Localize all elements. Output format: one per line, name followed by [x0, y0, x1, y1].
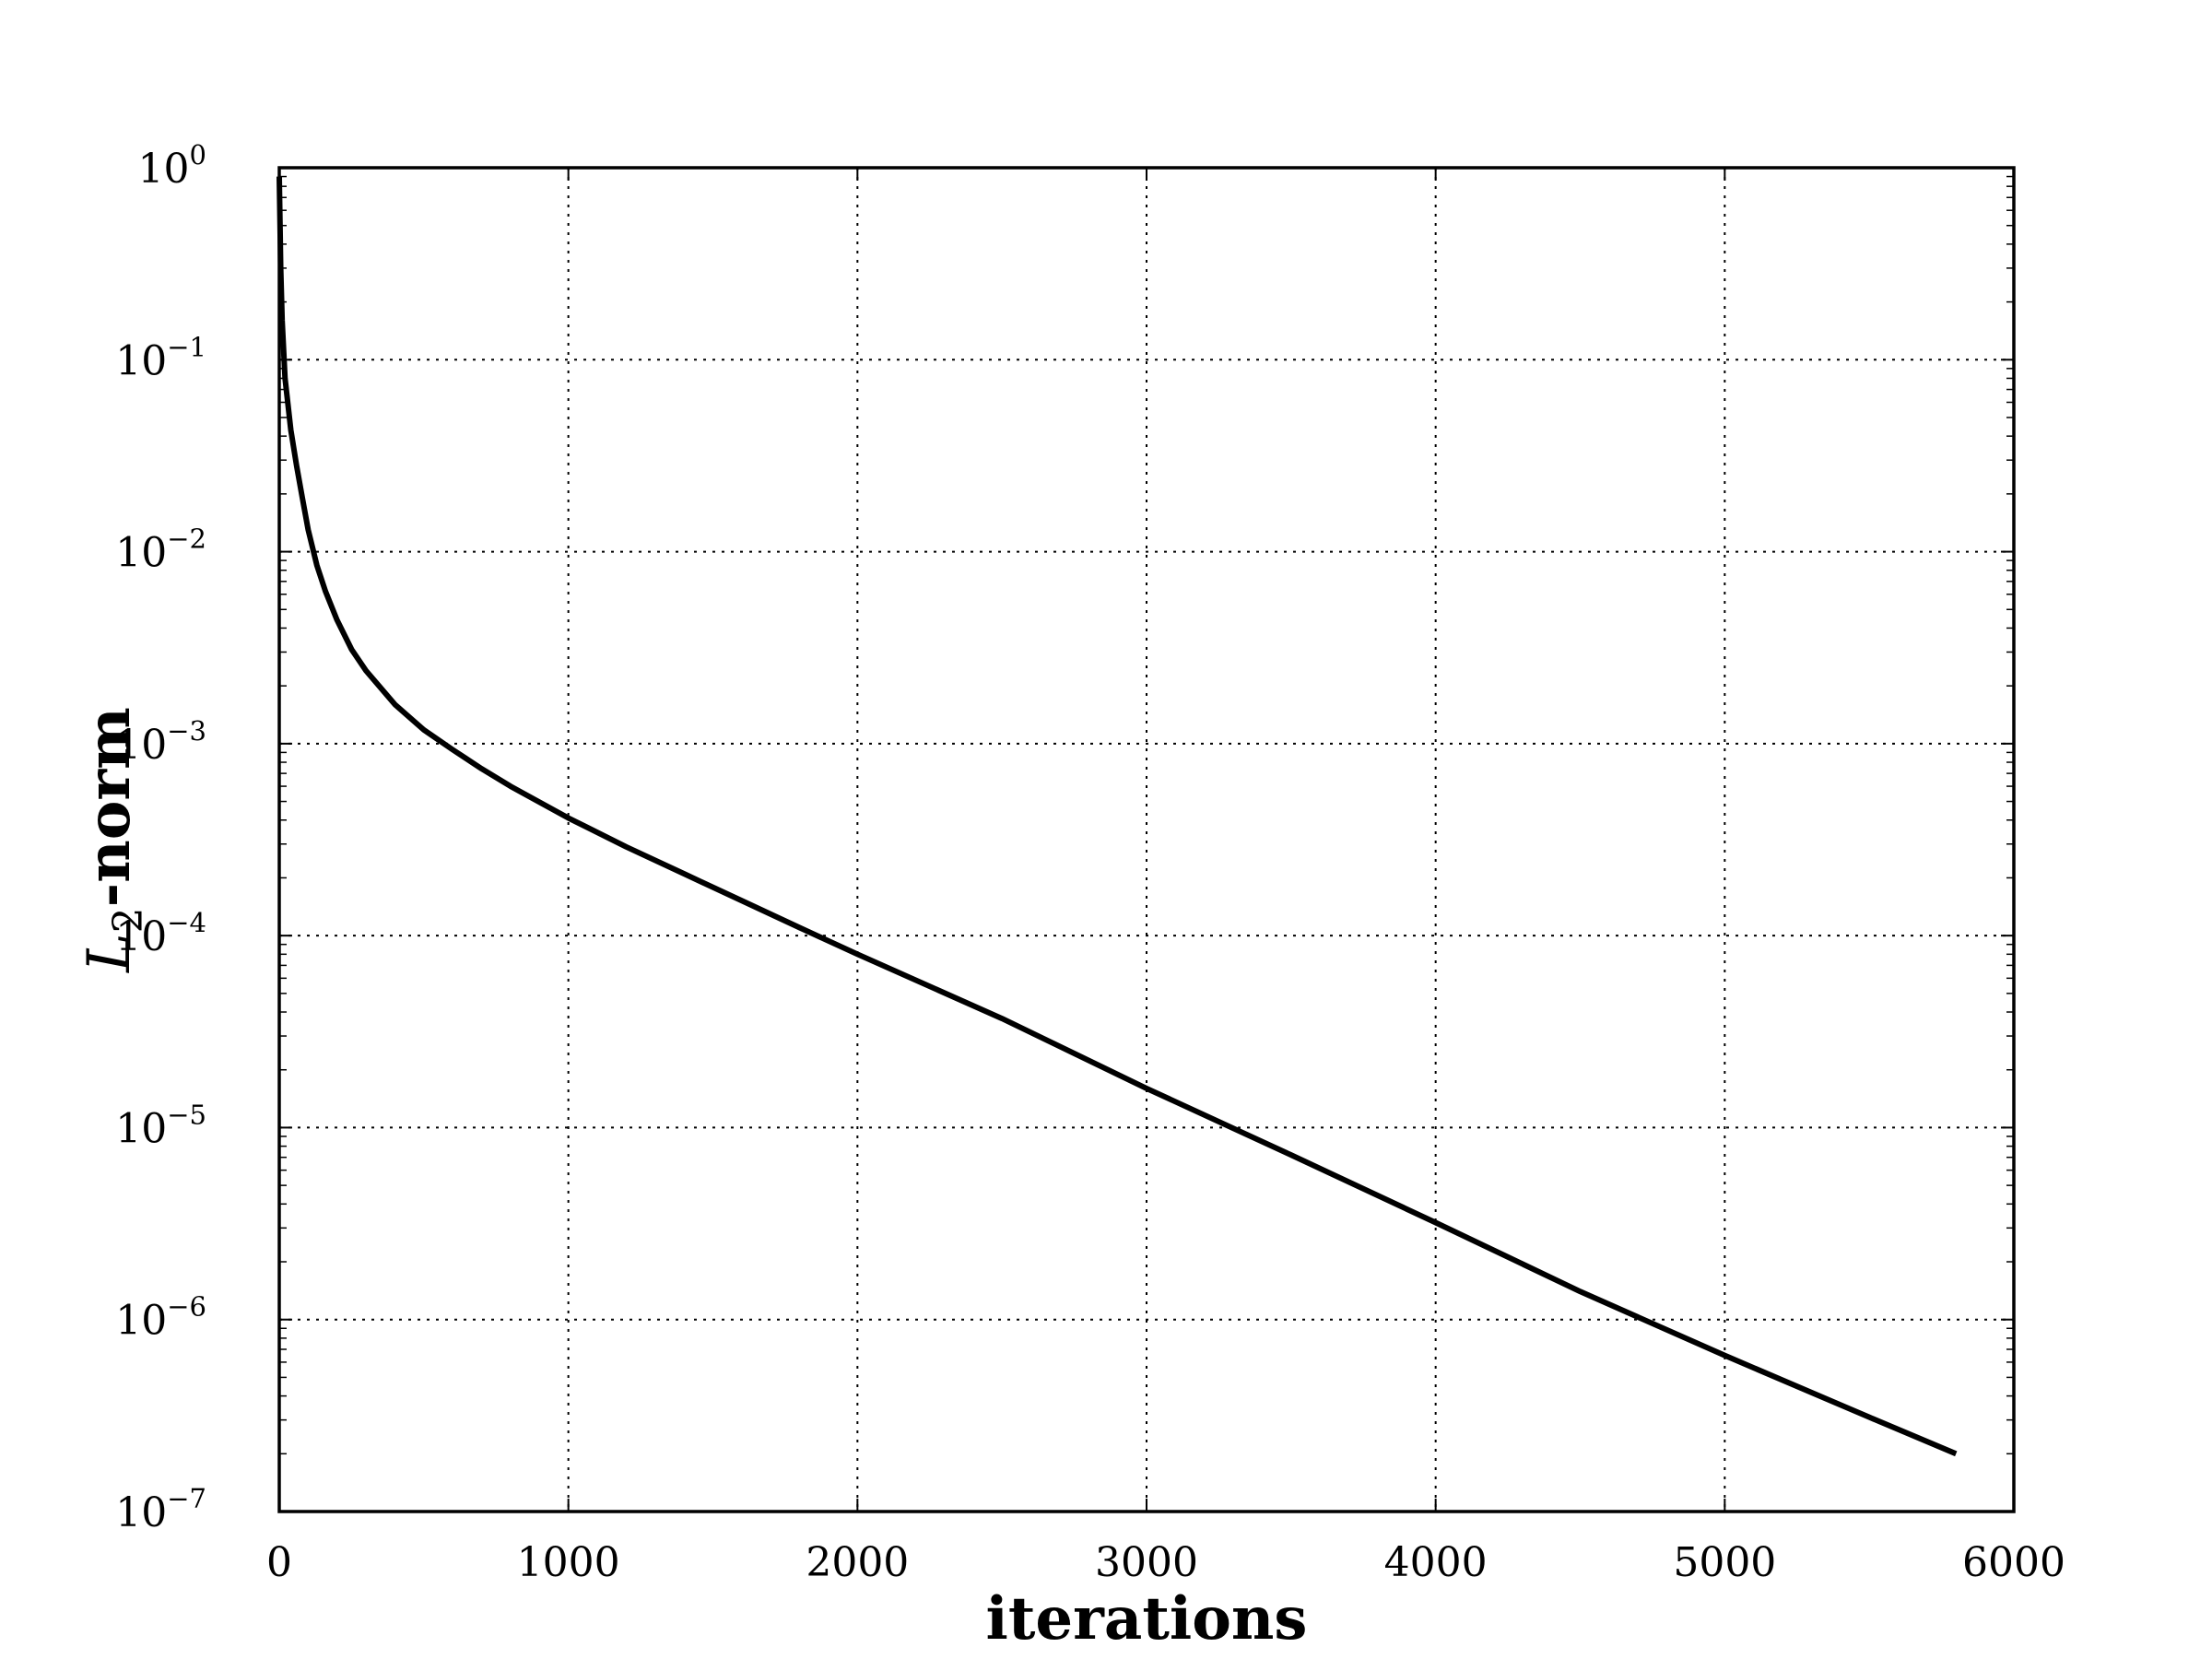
- x-tick-label: 2000: [806, 1539, 909, 1586]
- y-axis-label: L2-norm: [75, 707, 152, 973]
- y-tick-label: 10−5: [115, 1099, 206, 1152]
- y-tick-label: 100: [138, 139, 206, 193]
- y-tick-label: 10−6: [115, 1291, 206, 1345]
- y-tick-label: 10−7: [115, 1483, 206, 1536]
- series-line: [276, 176, 1958, 1457]
- plot-frame: [277, 166, 2016, 1513]
- x-tick-label: 0: [266, 1539, 292, 1586]
- x-tick-label: 6000: [1962, 1539, 2065, 1586]
- x-tick-label: 4000: [1384, 1539, 1488, 1586]
- x-tick-labels: 0 1000 2000 3000 4000 5000 6000: [266, 1539, 2065, 1586]
- y-tick-label: 10−4: [115, 907, 206, 960]
- x-tick-label: 5000: [1673, 1539, 1776, 1586]
- x-axis-label: iterations: [986, 1584, 1308, 1653]
- y-tick-label: 10−3: [115, 715, 206, 769]
- y-tick-labels: 100 10−1 10−2 10−3 10−4 10−5 10−6 10−7: [115, 139, 206, 1536]
- y-axis-label-subscript: 2: [105, 907, 152, 933]
- x-tick-label: 1000: [517, 1539, 620, 1586]
- series-layer: [276, 176, 1958, 1457]
- major-ticks: [278, 167, 2015, 1512]
- y-tick-label: 10−1: [115, 331, 206, 384]
- x-tick-label: 3000: [1095, 1539, 1198, 1586]
- y-tick-label: 10−2: [115, 524, 206, 577]
- y-axis-label-symbol: L: [76, 933, 144, 973]
- y-axis-label-suffix: -norm: [75, 707, 144, 907]
- grid-lines: [279, 168, 2014, 1512]
